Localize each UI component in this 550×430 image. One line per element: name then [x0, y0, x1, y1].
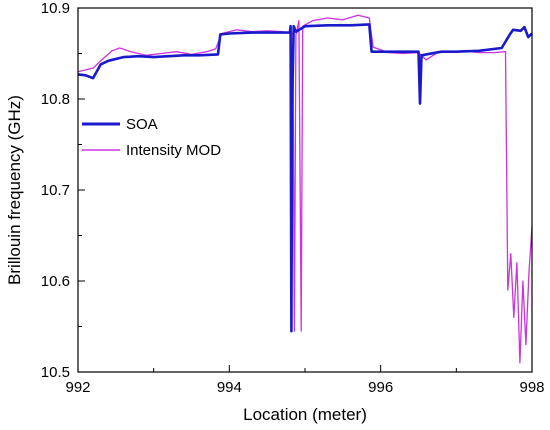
- legend-label-soa: SOA: [126, 116, 158, 133]
- x-tick-label: 992: [65, 379, 90, 396]
- x-tick-label: 994: [217, 379, 242, 396]
- ticks-layer: 992 994 996 998 10.5 10.6 10.7 10.8 10.9: [41, 0, 545, 396]
- y-tick-label: 10.7: [41, 182, 70, 199]
- series-soa: [77, 23, 533, 333]
- y-tick-label: 10.6: [41, 273, 70, 290]
- x-axis-title: Location (meter): [243, 405, 367, 424]
- y-tick-label: 10.5: [41, 364, 70, 381]
- series-layer: [77, 14, 533, 364]
- x-tick-label: 998: [519, 379, 544, 396]
- series-intensity-mod: [77, 14, 533, 364]
- legend: SOA Intensity MOD: [82, 116, 221, 159]
- x-tick-label: 996: [368, 379, 393, 396]
- legend-label-intensity-mod: Intensity MOD: [126, 142, 221, 159]
- y-tick-label: 10.8: [41, 91, 70, 108]
- y-tick-label: 10.9: [41, 0, 70, 17]
- y-axis-title: Brillouin frequency (GHz): [5, 95, 24, 285]
